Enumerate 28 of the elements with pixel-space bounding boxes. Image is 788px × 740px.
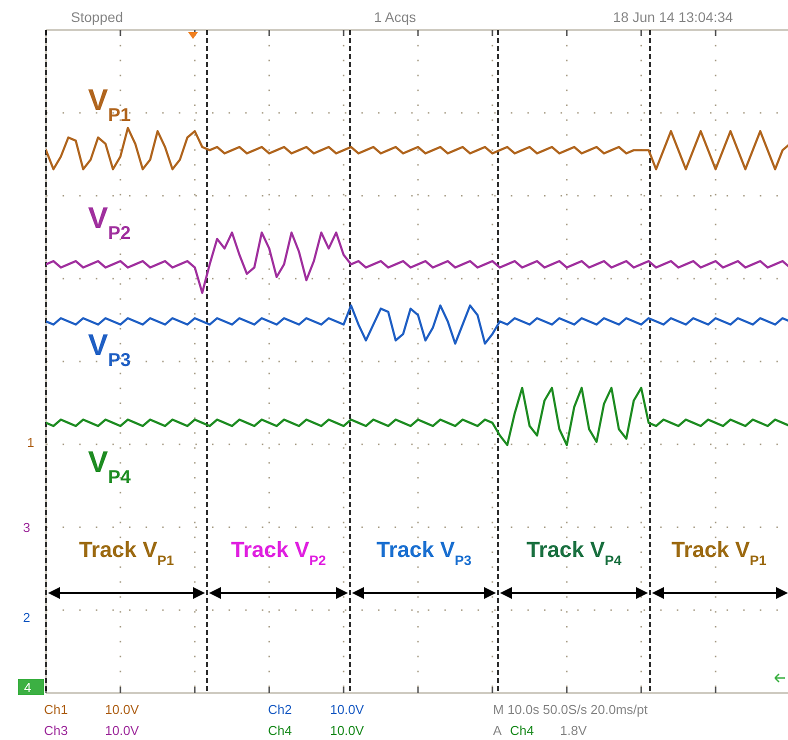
series-label: V$_{P2}$ bbox=[88, 202, 131, 242]
series-label: V$_{P3}$ bbox=[88, 329, 131, 370]
text: 10.0V bbox=[330, 723, 364, 738]
text: A bbox=[493, 723, 502, 738]
series-label: V$_{P4}$ bbox=[88, 446, 132, 486]
text: Ch3 bbox=[44, 723, 68, 738]
text: Track V$_{P4}$ bbox=[526, 537, 622, 568]
text: Ch1 bbox=[44, 702, 68, 717]
text: 10.0V bbox=[330, 702, 364, 717]
text: Track V$_{P3}$ bbox=[376, 537, 472, 568]
text: Track V$_{P2}$ bbox=[231, 537, 326, 568]
text: Ch4 bbox=[268, 723, 292, 738]
text: Track V$_{P1}$ bbox=[79, 537, 174, 568]
text: 10.0V bbox=[105, 723, 140, 738]
text: 10.0V bbox=[105, 702, 140, 717]
text: Ch4 bbox=[510, 723, 534, 738]
text: 1 bbox=[27, 435, 34, 450]
text: 1.8V bbox=[560, 723, 588, 738]
text: Stopped bbox=[70, 9, 124, 25]
text: 4 bbox=[24, 680, 32, 695]
text: Track V$_{P1}$ bbox=[672, 537, 767, 568]
text: 2 bbox=[23, 610, 30, 625]
series-label: V$_{P1}$ bbox=[88, 84, 131, 124]
text: 3 bbox=[23, 520, 30, 535]
text: 18 Jun 14 13:04:34 bbox=[613, 9, 734, 25]
text: M 10.0s 50.0S/s 20.0ms/pt bbox=[493, 702, 648, 717]
text: 1 Acqs bbox=[374, 9, 416, 25]
text: Ch2 bbox=[268, 702, 292, 717]
